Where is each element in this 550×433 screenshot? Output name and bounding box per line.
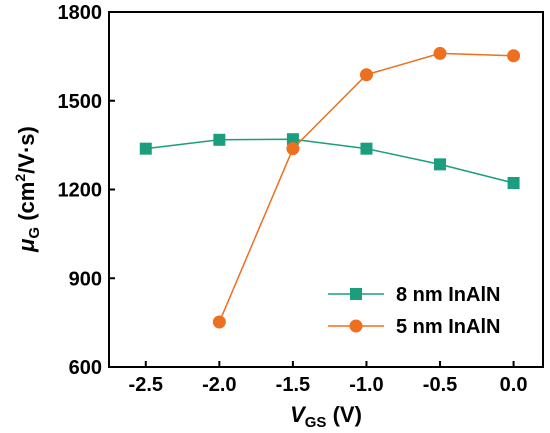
x-tick-label: -2.0 xyxy=(202,374,236,396)
y-axis-superscript: 2 xyxy=(12,174,28,182)
data-point xyxy=(433,46,447,60)
legend: 8 nm InAlN 5 nm InAlN xyxy=(328,284,500,338)
series-layer xyxy=(139,46,521,329)
x-axis-title: VGS (V) xyxy=(290,402,362,431)
y-axis-unit-close: /V·s) xyxy=(14,126,39,174)
data-point xyxy=(286,133,299,146)
data-point xyxy=(286,142,300,156)
legend-entry-1: 5 nm InAlN xyxy=(328,316,500,338)
y-axis-symbol: μ xyxy=(14,239,39,253)
data-point xyxy=(507,49,521,63)
y-tick-label: 600 xyxy=(69,357,102,379)
data-point xyxy=(507,176,520,189)
legend-square-marker xyxy=(350,288,362,300)
y-tick-label: 900 xyxy=(69,268,102,290)
legend-label-0: 8 nm InAlN xyxy=(396,284,500,306)
x-axis-subscript: GS xyxy=(305,414,327,431)
y-axis-ticks: 600 900 1200 1500 1800 xyxy=(58,2,115,379)
data-point xyxy=(360,142,373,155)
series-0 xyxy=(139,133,520,189)
data-point xyxy=(213,133,226,146)
data-point xyxy=(359,68,373,82)
x-tick-label: -0.5 xyxy=(423,374,457,396)
series-line xyxy=(218,52,514,323)
x-tick-label: 0.0 xyxy=(500,374,528,396)
y-tick-label: 1500 xyxy=(58,91,103,113)
x-axis-unit: (V) xyxy=(326,402,361,427)
data-point xyxy=(139,142,152,155)
x-axis-symbol: V xyxy=(290,402,307,427)
y-tick-label: 1200 xyxy=(58,180,103,202)
y-axis-unit-open: (cm xyxy=(14,182,39,227)
legend-entry-0: 8 nm InAlN xyxy=(328,284,500,306)
x-axis-ticks: -2.5 -2.0 -1.5 -1.0 -0.5 0.0 xyxy=(129,361,528,396)
x-tick-label: -1.0 xyxy=(349,374,383,396)
plot-frame xyxy=(108,11,544,368)
data-point xyxy=(212,315,226,329)
legend-label-1: 5 nm InAlN xyxy=(396,316,500,338)
x-tick-label: -1.5 xyxy=(276,374,310,396)
legend-circle-marker xyxy=(349,319,363,333)
y-tick-label: 1800 xyxy=(58,2,103,24)
series-line xyxy=(145,138,514,184)
y-axis-title: μG (cm2/V·s) xyxy=(12,126,43,253)
x-tick-label: -2.5 xyxy=(129,374,163,396)
plot-area xyxy=(108,11,544,368)
y-axis-subscript: G xyxy=(26,227,43,239)
data-point xyxy=(434,158,447,171)
series-1 xyxy=(212,46,521,329)
